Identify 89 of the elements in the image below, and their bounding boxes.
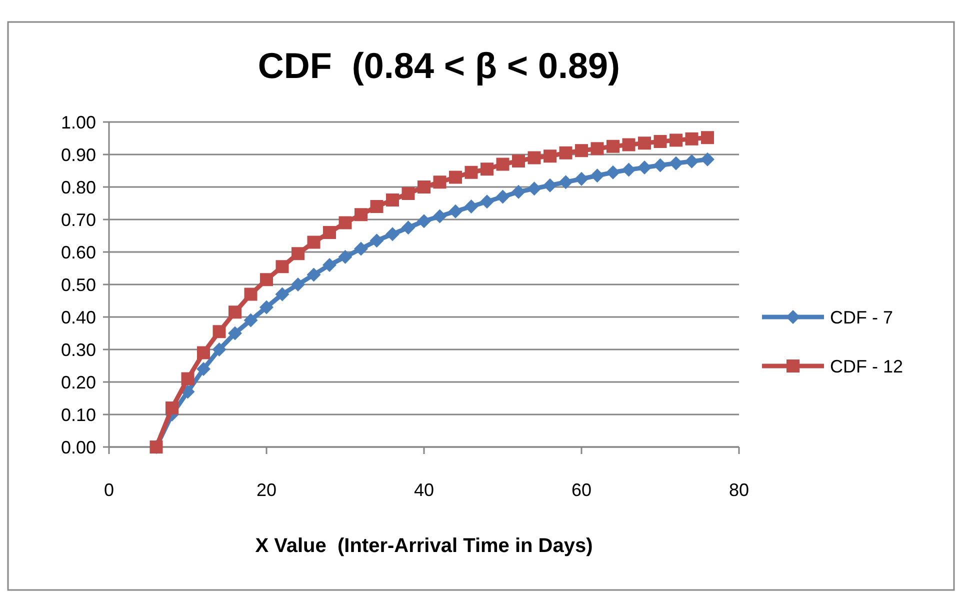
point: [449, 170, 462, 184]
point: [496, 190, 510, 204]
point: [197, 346, 210, 360]
point: [166, 402, 178, 414]
point: [575, 144, 588, 158]
point: [354, 208, 368, 222]
y-tick-label: 0.60: [60, 242, 96, 262]
x-tick-label: 40: [414, 480, 434, 500]
point: [622, 138, 636, 152]
point: [212, 325, 226, 338]
y-tick-label: 0.70: [60, 210, 96, 230]
point: [606, 165, 620, 180]
chart-title: CDF (0.84 < β < 0.89): [258, 45, 620, 86]
point: [354, 242, 368, 256]
point: [338, 250, 352, 264]
point: [638, 160, 652, 174]
y-tick-label: 1.00: [60, 112, 96, 132]
point: [260, 300, 274, 314]
point: [590, 142, 604, 156]
point: [543, 178, 557, 192]
point: [402, 187, 415, 200]
point: [291, 278, 305, 292]
point: [559, 146, 572, 160]
point: [338, 216, 352, 230]
y-tick-label: 0.40: [60, 307, 96, 328]
point: [464, 166, 478, 179]
point: [306, 268, 321, 282]
point: [432, 209, 447, 224]
point: [528, 151, 541, 164]
point: [180, 384, 195, 399]
point: [700, 152, 714, 166]
point: [669, 156, 683, 170]
point: [558, 175, 573, 190]
point: [464, 200, 478, 214]
point: [370, 200, 384, 213]
point: [228, 306, 242, 319]
point: [386, 227, 400, 242]
point: [181, 372, 194, 386]
point: [685, 132, 698, 146]
point: [275, 287, 290, 302]
y-tick-label: 0.30: [60, 340, 96, 360]
point: [622, 162, 636, 177]
point: [544, 150, 556, 163]
point: [638, 136, 651, 150]
point: [370, 234, 384, 248]
y-tick-label: 0.10: [60, 404, 96, 425]
x-tick-label: 80: [728, 480, 750, 500]
point: [276, 260, 289, 274]
point: [322, 258, 336, 272]
y-tick-label: 0.00: [60, 437, 96, 458]
point: [480, 194, 494, 209]
point: [448, 204, 462, 218]
y-tick-label: 0.90: [60, 144, 96, 165]
point: [401, 220, 416, 235]
point: [701, 131, 714, 144]
point: [307, 236, 320, 249]
point: [244, 288, 258, 301]
point: [323, 226, 336, 239]
point: [512, 154, 525, 168]
point: [292, 247, 304, 260]
point: [654, 135, 667, 148]
y-tick-label: 0.80: [60, 177, 96, 198]
y-tick-label: 0.50: [60, 274, 96, 295]
point: [244, 313, 258, 328]
point: [228, 326, 242, 340]
y-tick-label: 0.20: [60, 372, 96, 392]
legend-label: CDF - 7: [830, 307, 893, 328]
point: [433, 176, 446, 189]
legend-label: CDF - 12: [830, 356, 904, 376]
x-axis-title: X Value (Inter-Arrival Time in Days): [255, 535, 593, 557]
point: [260, 273, 273, 286]
x-tick-label: 20: [256, 480, 277, 500]
point: [574, 172, 588, 186]
point: [480, 162, 494, 176]
point: [670, 134, 682, 147]
point: [527, 182, 542, 196]
point: [590, 168, 604, 183]
point: [386, 194, 399, 206]
x-tick-label: 0: [104, 480, 114, 500]
point: [512, 184, 526, 199]
point: [653, 158, 668, 172]
point: [196, 362, 210, 376]
point: [684, 154, 699, 168]
point: [212, 342, 226, 356]
point: [417, 214, 431, 228]
point: [496, 158, 510, 171]
point: [418, 180, 430, 194]
x-tick-label: 60: [571, 480, 592, 500]
point: [606, 140, 620, 153]
